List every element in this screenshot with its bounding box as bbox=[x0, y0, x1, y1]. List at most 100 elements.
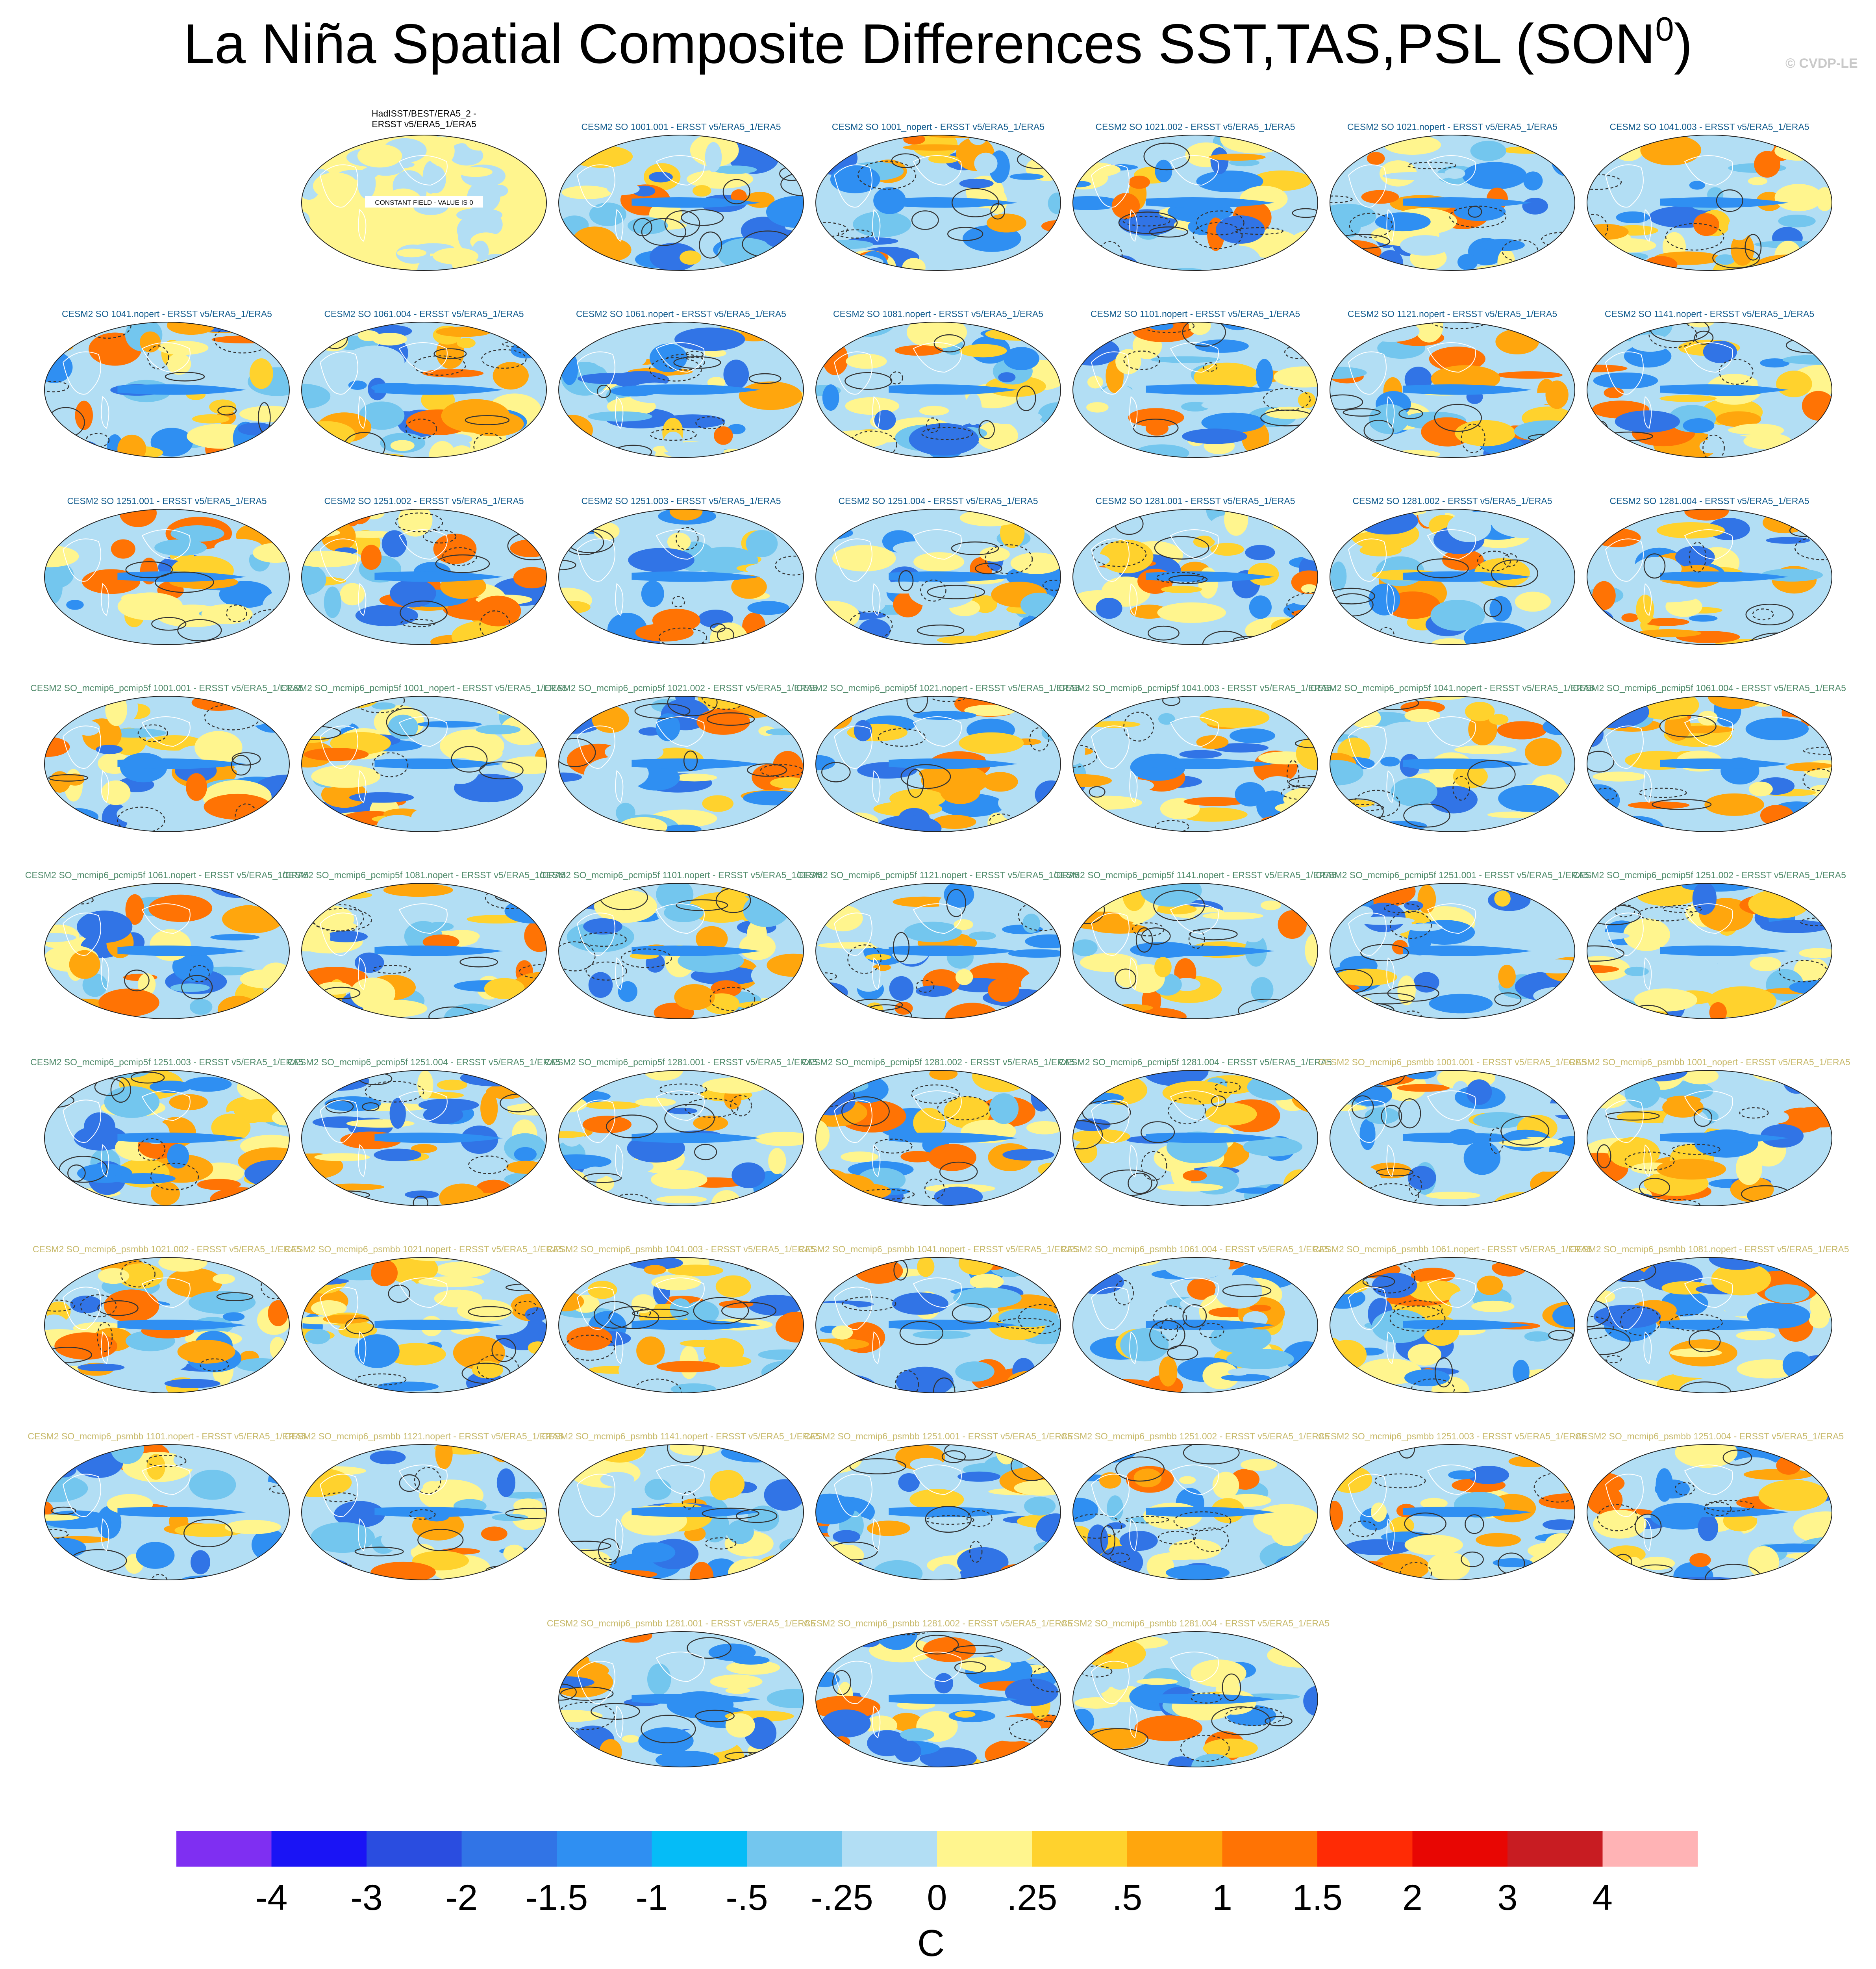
panel-title: CESM2 SO_mcmip6_pcmip5f 1061.nopert - ER… bbox=[25, 870, 309, 880]
colorbar-tick-label: 1.5 bbox=[1292, 1878, 1343, 1918]
panel-title: CESM2 SO 1021.nopert - ERSST v5/ERA5_1/E… bbox=[1347, 122, 1557, 132]
map-panel bbox=[1586, 695, 1833, 833]
panel-title: CESM2 SO 1021.002 - ERSST v5/ERA5_1/ERA5 bbox=[1095, 122, 1295, 132]
map-panel bbox=[815, 1443, 1062, 1581]
map-panel bbox=[815, 1069, 1062, 1207]
panel-title: CESM2 SO 1251.004 - ERSST v5/ERA5_1/ERA5 bbox=[838, 496, 1038, 506]
map-panel bbox=[43, 1069, 291, 1207]
colorbar-tick-label: -3 bbox=[350, 1878, 383, 1918]
colorbar-swatch bbox=[842, 1831, 937, 1867]
colorbar-swatch bbox=[1602, 1831, 1698, 1867]
map-panel bbox=[43, 1443, 291, 1581]
map-panel bbox=[300, 321, 548, 459]
panel-title: CESM2 SO 1061.004 - ERSST v5/ERA5_1/ERA5 bbox=[324, 309, 524, 319]
colorbar-tick-label: -2 bbox=[446, 1878, 478, 1918]
panel-title: CESM2 SO 1081.nopert - ERSST v5/ERA5_1/E… bbox=[833, 309, 1043, 319]
map-panel bbox=[1586, 1256, 1833, 1394]
panel-title: CESM2 SO_mcmip6_pcmip5f 1001_nopert - ER… bbox=[281, 683, 567, 693]
map-panel bbox=[1072, 508, 1319, 646]
colorbar-swatch bbox=[1507, 1831, 1603, 1867]
map-panel bbox=[1586, 882, 1833, 1020]
credit-label: © CVDP-LE bbox=[1785, 56, 1858, 71]
panel-title: CESM2 SO_mcmip6_pcmip5f 1141.nopert - ER… bbox=[1054, 870, 1337, 880]
map-panel bbox=[1072, 882, 1319, 1020]
colorbar-units-label: C bbox=[917, 1922, 945, 1964]
map-panel bbox=[1586, 1069, 1833, 1207]
map-panel bbox=[815, 508, 1062, 646]
map-panel bbox=[300, 1443, 548, 1581]
panel-title: CESM2 SO_mcmip6_psmbb 1251.004 - ERSST v… bbox=[1575, 1431, 1844, 1441]
map-panel bbox=[557, 695, 805, 833]
colorbar-swatch bbox=[367, 1831, 462, 1867]
colorbar-tick-label: -.25 bbox=[811, 1878, 873, 1918]
colorbar-swatch bbox=[176, 1831, 272, 1867]
panel-title: CESM2 SO_mcmip6_pcmip5f 1021.002 - ERSST… bbox=[544, 683, 818, 693]
map-panel bbox=[1072, 1630, 1319, 1768]
panel-title: CESM2 SO_mcmip6_psmbb 1281.001 - ERSST v… bbox=[546, 1618, 816, 1628]
map-panel bbox=[300, 1069, 548, 1207]
map-panel: CONSTANT FIELD - VALUE IS 0 bbox=[300, 134, 548, 272]
colorbar-swatch bbox=[1222, 1831, 1318, 1867]
colorbar-tick-label: -1 bbox=[636, 1878, 668, 1918]
panel-title: CESM2 SO_mcmip6_psmbb 1041.003 - ERSST v… bbox=[546, 1244, 816, 1254]
page-title: La Niña Spatial Composite Differences SS… bbox=[0, 11, 1876, 76]
map-panel bbox=[1329, 321, 1576, 459]
map-panel bbox=[1329, 1069, 1576, 1207]
panel-title: CESM2 SO_mcmip6_pcmip5f 1061.004 - ERSST… bbox=[1573, 683, 1846, 693]
map-panel bbox=[1072, 134, 1319, 272]
colorbar-tick-label: .5 bbox=[1112, 1878, 1143, 1918]
panel-title: CESM2 SO 1141.nopert - ERSST v5/ERA5_1/E… bbox=[1604, 309, 1815, 319]
colorbar-swatch bbox=[747, 1831, 842, 1867]
panel-title: CESM2 SO_mcmip6_psmbb 1101.nopert - ERSS… bbox=[28, 1431, 306, 1441]
panel-title: CESM2 SO 1101.nopert - ERSST v5/ERA5_1/E… bbox=[1090, 309, 1300, 319]
map-panel bbox=[557, 321, 805, 459]
panel-title: CESM2 SO 1281.001 - ERSST v5/ERA5_1/ERA5 bbox=[1095, 496, 1295, 506]
colorbar-swatch bbox=[1032, 1831, 1128, 1867]
panel-title: CESM2 SO_mcmip6_pcmip5f 1251.003 - ERSST… bbox=[30, 1057, 304, 1067]
map-panel bbox=[557, 508, 805, 646]
panel-title: CESM2 SO_mcmip6_psmbb 1041.nopert - ERSS… bbox=[798, 1244, 1078, 1254]
colorbar-swatch bbox=[271, 1831, 367, 1867]
panel-title: CESM2 SO_mcmip6_pcmip5f 1041.003 - ERSST… bbox=[1059, 683, 1332, 693]
panel-title: CESM2 SO_mcmip6_pcmip5f 1251.001 - ERSST… bbox=[1316, 870, 1589, 880]
map-panel bbox=[1072, 1256, 1319, 1394]
colorbar-swatch bbox=[652, 1831, 747, 1867]
title-close-paren: ) bbox=[1674, 13, 1693, 75]
colorbar-tick-label: .25 bbox=[1007, 1878, 1057, 1918]
panel-title: HadISST/BEST/ERA5_2 - ERSST v5/ERA5_1/ERA… bbox=[372, 108, 476, 129]
map-panel bbox=[1329, 1256, 1576, 1394]
panel-title: CESM2 SO_mcmip6_pcmip5f 1281.002 - ERSST… bbox=[802, 1057, 1075, 1067]
panel-title: CESM2 SO 1001.001 - ERSST v5/ERA5_1/ERA5 bbox=[581, 122, 781, 132]
panel-title: CESM2 SO_mcmip6_pcmip5f 1021.nopert - ER… bbox=[796, 683, 1080, 693]
panel-title: CESM2 SO_mcmip6_psmbb 1251.003 - ERSST v… bbox=[1318, 1431, 1587, 1441]
map-panel bbox=[557, 1443, 805, 1581]
map-panel bbox=[1586, 508, 1833, 646]
map-panel bbox=[300, 508, 548, 646]
panel-title: CESM2 SO_mcmip6_pcmip5f 1041.nopert - ER… bbox=[1310, 683, 1595, 693]
panel-title: CESM2 SO_mcmip6_pcmip5f 1251.002 - ERSST… bbox=[1573, 870, 1846, 880]
panel-title: CESM2 SO_mcmip6_psmbb 1251.002 - ERSST v… bbox=[1061, 1431, 1330, 1441]
colorbar-tick-label: 3 bbox=[1497, 1878, 1517, 1918]
map-panel bbox=[815, 321, 1062, 459]
panel-title: CESM2 SO 1001_nopert - ERSST v5/ERA5_1/E… bbox=[832, 122, 1045, 132]
map-panel bbox=[43, 1256, 291, 1394]
colorbar-swatch bbox=[1412, 1831, 1508, 1867]
map-panel bbox=[1586, 134, 1833, 272]
panel-title: CESM2 SO 1041.nopert - ERSST v5/ERA5_1/E… bbox=[62, 309, 272, 319]
panel-title: CESM2 SO_mcmip6_psmbb 1251.001 - ERSST v… bbox=[804, 1431, 1073, 1441]
colorbar-tick-label: 2 bbox=[1402, 1878, 1422, 1918]
panel-title: CESM2 SO_mcmip6_pcmip5f 1281.001 - ERSST… bbox=[544, 1057, 818, 1067]
panel-title: CESM2 SO 1041.003 - ERSST v5/ERA5_1/ERA5 bbox=[1609, 122, 1809, 132]
colorbar-tick-label: 4 bbox=[1593, 1878, 1613, 1918]
map-panel bbox=[815, 1256, 1062, 1394]
title-superscript: 0 bbox=[1655, 11, 1674, 48]
colorbar-swatch bbox=[937, 1831, 1032, 1867]
panel-title: CESM2 SO_mcmip6_psmbb 1061.004 - ERSST v… bbox=[1061, 1244, 1330, 1254]
panel-title: CESM2 SO 1121.nopert - ERSST v5/ERA5_1/E… bbox=[1347, 309, 1557, 319]
panel-title: CESM2 SO_mcmip6_pcmip5f 1001.001 - ERSST… bbox=[30, 683, 304, 693]
map-panel bbox=[1329, 134, 1576, 272]
colorbar-tick-label: 0 bbox=[927, 1878, 947, 1918]
map-panel bbox=[1072, 1443, 1319, 1581]
panel-title: CESM2 SO_mcmip6_psmbb 1281.002 - ERSST v… bbox=[804, 1618, 1073, 1628]
map-panel bbox=[1586, 1443, 1833, 1581]
